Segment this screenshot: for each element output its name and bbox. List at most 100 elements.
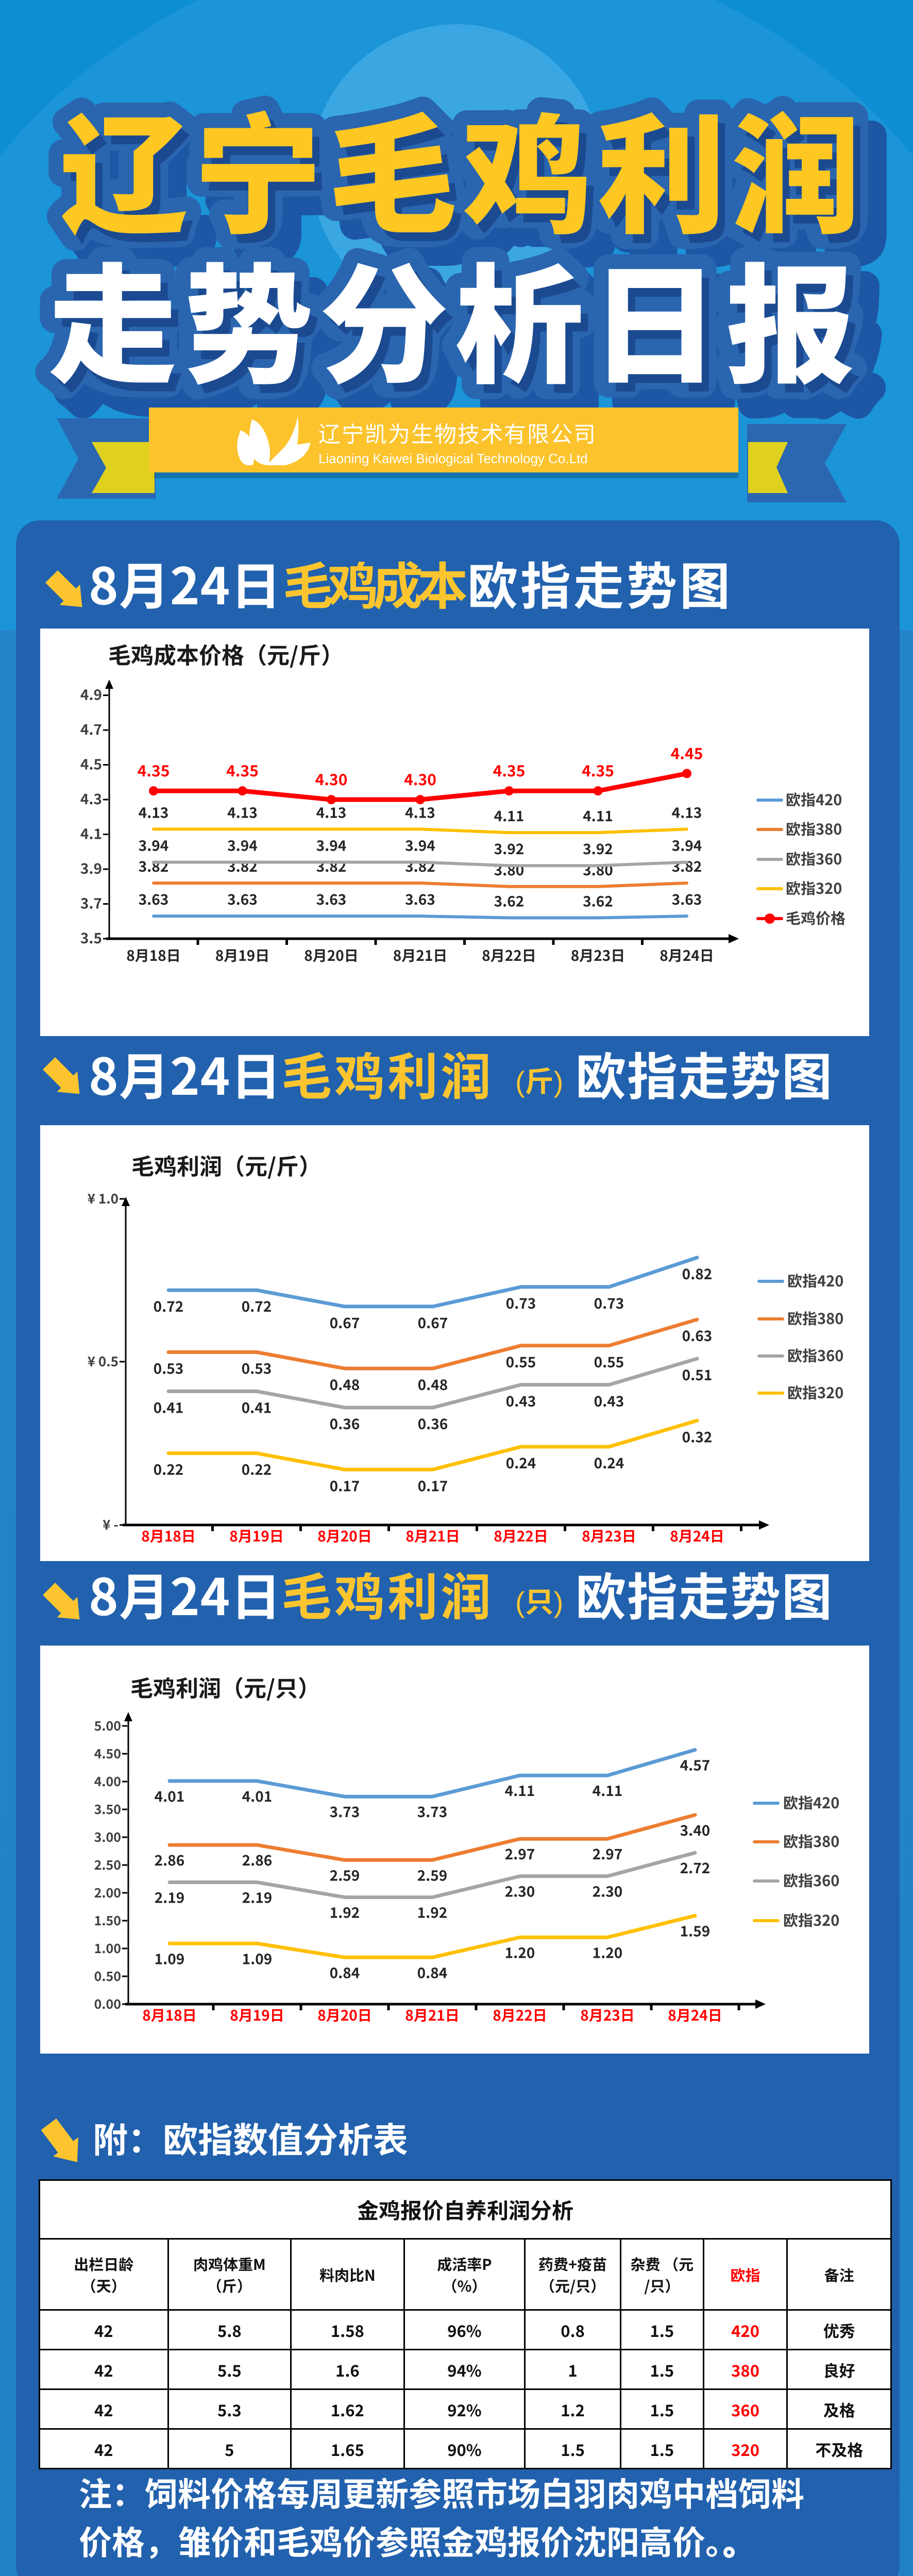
svg-text:欧指360: 欧指360 <box>783 1869 839 1891</box>
svg-text:4.35: 4.35 <box>226 758 259 781</box>
svg-text:4.00: 4.00 <box>94 1772 121 1790</box>
svg-text:0.72: 0.72 <box>242 1296 272 1316</box>
svg-text:0.17: 0.17 <box>330 1475 360 1496</box>
svg-text:3.94: 3.94 <box>227 835 258 856</box>
svg-text:2.30: 2.30 <box>505 1881 535 1902</box>
svg-text:4.11: 4.11 <box>494 805 525 826</box>
svg-text:4.45: 4.45 <box>671 741 703 764</box>
svg-text:0.36: 0.36 <box>330 1413 360 1434</box>
svg-text:欧指320: 欧指320 <box>783 1909 839 1930</box>
svg-text:1.00: 1.00 <box>94 1939 121 1957</box>
svg-text:欧指360: 欧指360 <box>786 848 842 869</box>
svg-text:0.22: 0.22 <box>242 1459 272 1480</box>
svg-text:毛鸡成本价格（元/斤）: 毛鸡成本价格（元/斤） <box>108 637 344 670</box>
svg-text:0.53: 0.53 <box>242 1358 272 1379</box>
svg-text:3.80: 3.80 <box>583 859 613 880</box>
svg-text:0.43: 0.43 <box>594 1391 624 1411</box>
svg-text:辽宁凯为生物技术有限公司: 辽宁凯为生物技术有限公司 <box>318 417 597 449</box>
svg-text:1.20: 1.20 <box>505 1942 535 1962</box>
svg-text:8月20日: 8月20日 <box>304 945 359 965</box>
svg-text:3.9: 3.9 <box>80 858 102 878</box>
svg-text:欧指420: 欧指420 <box>783 1791 839 1813</box>
svg-text:0.84: 0.84 <box>330 1962 360 1982</box>
svg-text:8月19日: 8月19日 <box>229 1526 284 1546</box>
svg-text:3.50: 3.50 <box>94 1800 121 1818</box>
svg-text:¥ 0.5: ¥ 0.5 <box>88 1351 119 1370</box>
svg-text:4.35: 4.35 <box>493 758 526 781</box>
svg-text:8月24日: 8月24日 <box>668 2005 722 2025</box>
svg-text:0.00: 0.00 <box>94 1994 121 2013</box>
svg-text:欧指420: 欧指420 <box>787 1269 843 1291</box>
svg-text:4.13: 4.13 <box>227 802 258 822</box>
svg-text:3.82: 3.82 <box>405 856 435 876</box>
svg-text:1.09: 1.09 <box>155 1948 185 1969</box>
svg-text:3.63: 3.63 <box>405 889 435 909</box>
svg-text:¥ -: ¥ - <box>103 1515 119 1534</box>
svg-text:8月22日: 8月22日 <box>493 2005 547 2025</box>
svg-text:2.59: 2.59 <box>330 1865 360 1885</box>
svg-text:3.94: 3.94 <box>405 835 435 856</box>
svg-text:2.30: 2.30 <box>593 1881 623 1902</box>
svg-text:0.48: 0.48 <box>330 1374 360 1395</box>
svg-text:1.20: 1.20 <box>593 1942 623 1962</box>
svg-text:4.7: 4.7 <box>80 719 102 739</box>
svg-text:0.43: 0.43 <box>506 1391 536 1411</box>
svg-text:4.30: 4.30 <box>404 767 436 790</box>
svg-text:3.62: 3.62 <box>583 891 613 911</box>
svg-text:8月21日: 8月21日 <box>393 945 448 965</box>
svg-text:4.57: 4.57 <box>680 1754 711 1775</box>
svg-text:4.13: 4.13 <box>405 802 435 822</box>
svg-text:2.50: 2.50 <box>94 1855 121 1874</box>
svg-text:3.80: 3.80 <box>494 859 525 880</box>
svg-text:3.82: 3.82 <box>672 856 702 876</box>
svg-text:3.40: 3.40 <box>680 1820 711 1840</box>
svg-text:0.67: 0.67 <box>330 1312 360 1333</box>
svg-text:8月20日: 8月20日 <box>317 1526 372 1546</box>
svg-text:0.41: 0.41 <box>242 1397 272 1418</box>
svg-text:辽宁毛鸡利润: 辽宁毛鸡利润 <box>78 91 885 278</box>
svg-text:辽宁毛鸡利润: 辽宁毛鸡利润 <box>59 73 866 259</box>
svg-text:欧指380: 欧指380 <box>786 818 842 839</box>
svg-text:0.84: 0.84 <box>417 1962 448 1982</box>
svg-text:欧指380: 欧指380 <box>787 1307 843 1329</box>
svg-text:4.1: 4.1 <box>80 823 102 844</box>
svg-text:4.11: 4.11 <box>505 1780 535 1801</box>
svg-text:3.73: 3.73 <box>417 1801 448 1822</box>
svg-text:0.73: 0.73 <box>506 1293 536 1313</box>
svg-text:1.09: 1.09 <box>242 1948 273 1969</box>
svg-text:0.24: 0.24 <box>594 1452 624 1473</box>
svg-text:0.63: 0.63 <box>682 1325 713 1346</box>
svg-text:8月19日: 8月19日 <box>230 2005 284 2025</box>
svg-text:4.13: 4.13 <box>316 802 347 822</box>
svg-text:4.5: 4.5 <box>80 754 102 774</box>
svg-text:4.13: 4.13 <box>672 802 702 822</box>
svg-text:8月23日: 8月23日 <box>582 1526 636 1546</box>
svg-text:0.36: 0.36 <box>418 1413 448 1434</box>
svg-text:4.01: 4.01 <box>242 1786 273 1806</box>
svg-text:4.35: 4.35 <box>582 758 614 781</box>
svg-text:毛鸡价格: 毛鸡价格 <box>786 907 846 928</box>
svg-text:辽宁毛鸡利润: 辽宁毛鸡利润 <box>66 81 873 268</box>
svg-text:4.9: 4.9 <box>80 684 102 705</box>
svg-text:0.53: 0.53 <box>154 1358 184 1379</box>
svg-text:0.55: 0.55 <box>594 1351 624 1372</box>
svg-text:欧指420: 欧指420 <box>786 788 842 810</box>
svg-text:辽宁毛鸡利润: 辽宁毛鸡利润 <box>59 73 866 259</box>
svg-text:8月22日: 8月22日 <box>494 1526 548 1546</box>
svg-text:4.11: 4.11 <box>593 1780 623 1801</box>
svg-text:4.50: 4.50 <box>94 1744 121 1762</box>
svg-text:3.82: 3.82 <box>227 856 258 876</box>
svg-text:3.00: 3.00 <box>94 1827 121 1846</box>
svg-text:2.00: 2.00 <box>94 1883 121 1902</box>
svg-text:0.82: 0.82 <box>682 1263 713 1284</box>
svg-text:0.72: 0.72 <box>154 1296 184 1316</box>
svg-text:1.92: 1.92 <box>417 1902 448 1923</box>
svg-text:8月18日: 8月18日 <box>141 1526 196 1546</box>
svg-text:3.63: 3.63 <box>316 889 347 909</box>
svg-text:欧指320: 欧指320 <box>787 1381 843 1403</box>
svg-text:0.51: 0.51 <box>682 1364 713 1385</box>
svg-text:Liaoning Kaiwei Biological Tec: Liaoning Kaiwei Biological Technology Co… <box>318 451 588 466</box>
svg-text:4.30: 4.30 <box>315 767 348 790</box>
svg-text:3.94: 3.94 <box>316 835 347 856</box>
svg-text:¥ 1.0: ¥ 1.0 <box>88 1189 119 1208</box>
